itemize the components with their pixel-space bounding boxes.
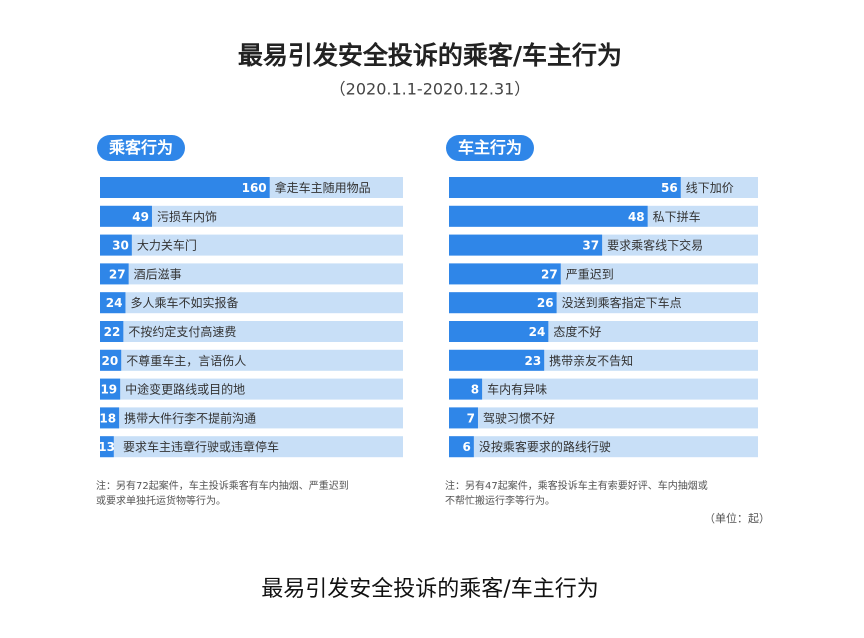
value-label: 48 <box>628 210 645 224</box>
bar <box>100 205 152 227</box>
caption: 最易引发安全投诉的乘客/车主行为 <box>261 577 598 602</box>
bar <box>100 349 122 371</box>
bar <box>449 177 681 198</box>
category-label: 要求乘客线下交易 <box>607 238 703 253</box>
category-label: 污损车内饰 <box>157 209 217 224</box>
section-title: 车主行为 <box>458 138 522 157</box>
value-label: 7 <box>467 411 475 425</box>
value-label: 20 <box>102 354 119 368</box>
category-label: 没按乘客要求的路线行驶 <box>479 439 611 454</box>
bar <box>449 407 478 429</box>
category-label: 酒后滋事 <box>134 267 182 281</box>
value-label: 37 <box>582 239 599 253</box>
category-label: 严重迟到 <box>566 267 614 281</box>
value-label: 13 <box>98 440 115 454</box>
bar <box>449 234 603 256</box>
bar-track <box>100 234 403 256</box>
category-label: 不按约定支付高速费 <box>128 324 236 339</box>
bar <box>100 263 129 285</box>
category-label: 拿走车主随用物品 <box>275 180 371 195</box>
note: 或要求单独托运货物等行为。 <box>96 494 226 507</box>
value-label: 56 <box>661 181 678 195</box>
category-label: 不尊重车主，言语伤人 <box>126 353 246 368</box>
unit: （单位：起） <box>704 511 770 525</box>
value-label: 49 <box>132 210 149 224</box>
category-label: 携带亲友不告知 <box>549 353 633 368</box>
bar <box>100 177 270 198</box>
bar <box>100 321 124 342</box>
bar <box>100 378 121 400</box>
bar-track <box>449 436 758 458</box>
bar-track <box>100 349 403 371</box>
note: 注：另有47起案件，乘客投诉车主有索要好评、车内抽烟或 <box>445 479 708 492</box>
value-label: 18 <box>99 411 116 425</box>
bar <box>449 436 474 458</box>
value-label: 26 <box>537 296 554 310</box>
bar <box>449 349 545 371</box>
category-label: 大力关车门 <box>137 238 197 253</box>
section-pill <box>97 135 185 161</box>
bar-track <box>100 292 403 314</box>
value-label: 27 <box>541 267 558 281</box>
bar <box>100 234 132 256</box>
bar <box>449 378 483 400</box>
bar-track <box>449 378 758 400</box>
value-label: 160 <box>242 181 267 195</box>
bar <box>449 263 561 285</box>
value-label: 19 <box>100 383 117 397</box>
note: 注：另有72起案件，车主投诉乘客有车内抽烟、严重迟到 <box>96 479 349 492</box>
value-label: 24 <box>106 296 123 310</box>
bar-track <box>100 407 403 429</box>
note: 不帮忙搬运行李等行为。 <box>445 494 555 507</box>
category-label: 多人乘车不如实报备 <box>130 295 238 310</box>
bar <box>100 292 126 314</box>
bar-track <box>449 407 758 429</box>
bar-track <box>100 205 403 227</box>
bar <box>100 436 114 458</box>
category-label: 要求车主违章行驶或违章停车 <box>123 439 279 454</box>
category-label: 携带大件行李不提前沟通 <box>124 410 256 425</box>
bar-track <box>100 263 403 285</box>
category-label: 私下拼车 <box>653 209 701 224</box>
category-label: 驾驶习惯不好 <box>483 410 555 425</box>
bar <box>449 321 549 342</box>
bar <box>100 407 120 429</box>
section-title: 乘客行为 <box>108 138 173 157</box>
subtitle: （2020.1.1-2020.12.31） <box>330 80 531 99</box>
bar <box>449 292 557 314</box>
bar-track <box>100 378 403 400</box>
bar-track <box>100 321 403 342</box>
bar-track <box>100 436 403 458</box>
value-label: 30 <box>112 239 129 253</box>
category-label: 态度不好 <box>553 324 601 339</box>
value-label: 24 <box>529 325 546 339</box>
section-pill <box>446 135 534 161</box>
value-label: 27 <box>109 267 126 281</box>
category-label: 没送到乘客指定下车点 <box>562 295 682 310</box>
title: 最易引发安全投诉的乘客/车主行为 <box>238 41 622 70</box>
category-label: 中途变更路线或目的地 <box>125 382 245 397</box>
category-label: 线下加价 <box>686 181 734 195</box>
value-label: 23 <box>524 354 541 368</box>
value-label: 6 <box>462 440 470 454</box>
value-label: 8 <box>471 383 479 397</box>
category-label: 车内有异味 <box>487 382 547 397</box>
bar <box>449 205 648 227</box>
value-label: 22 <box>104 325 121 339</box>
